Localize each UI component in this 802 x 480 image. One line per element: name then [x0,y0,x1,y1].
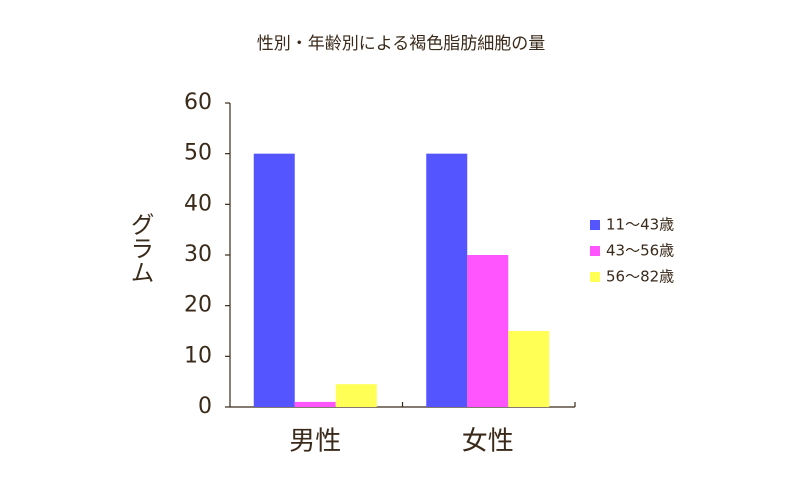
y-tick-label: 50 [184,141,212,166]
legend-label: 56〜82歳 [606,268,674,286]
legend-swatch [590,220,600,230]
y-tick-label: 30 [184,242,212,267]
y-tick-label: 0 [198,394,212,419]
y-tick-label: 10 [184,343,212,368]
y-axis-label: グラム [126,212,154,284]
chart-title: 性別・年齢別による褐色脂肪細胞の量 [257,34,546,54]
bar [508,331,550,407]
x-tick-label: 女性 [462,427,514,457]
x-tick-label: 男性 [289,427,341,457]
legend-swatch [590,272,600,282]
bar [253,153,295,407]
bar [335,384,377,407]
bar [467,255,509,407]
bar [294,401,336,407]
y-tick-label: 40 [184,191,212,216]
y-tick-label: 60 [184,90,212,115]
bar [426,153,468,407]
y-tick-label: 20 [184,293,212,318]
legend-label: 43〜56歳 [606,242,674,260]
legend-swatch [590,246,600,256]
legend-label: 11〜43歳 [606,216,674,234]
